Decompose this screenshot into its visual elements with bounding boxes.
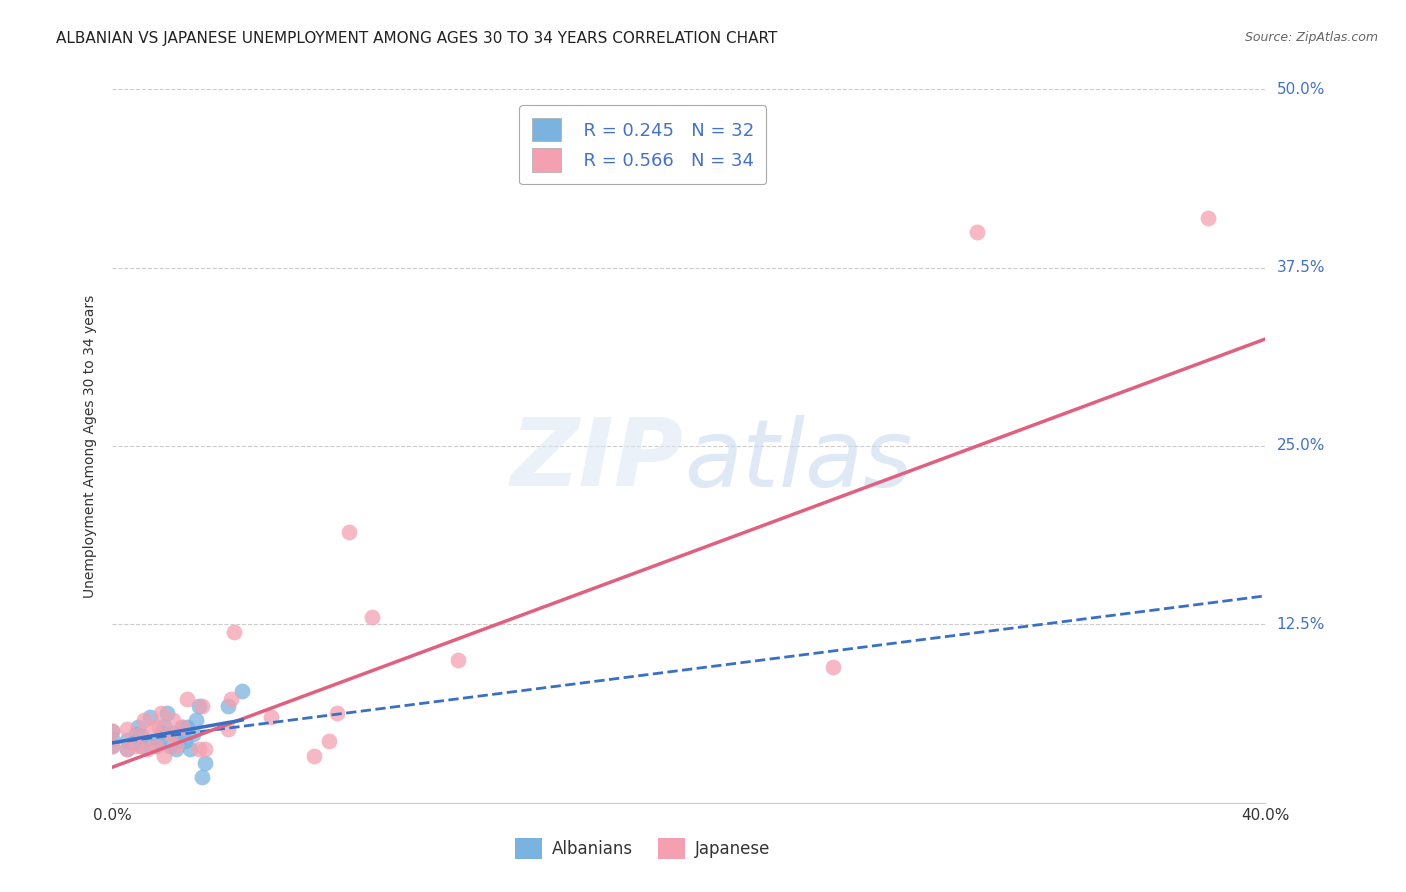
Point (821, 660, 844, 674)
Point (173, 734, 195, 748)
Point (194, 756, 217, 770)
Text: atlas: atlas (685, 415, 912, 506)
Legend: Albanians, Japanese: Albanians, Japanese (509, 831, 778, 866)
Point (304, 748, 326, 763)
Point (148, 734, 170, 748)
Point (165, 739, 187, 753)
Text: 25.0%: 25.0% (1277, 439, 1324, 453)
Point (162, 726, 184, 740)
Point (162, 713, 184, 727)
Point (129, 739, 153, 753)
Point (145, 739, 167, 753)
Point (115, 722, 138, 736)
Point (150, 706, 173, 720)
Point (153, 748, 176, 763)
Point (217, 698, 239, 713)
Point (184, 713, 207, 727)
Text: ZIP: ZIP (510, 414, 683, 507)
Point (260, 710, 283, 724)
Point (191, 770, 214, 784)
Point (121, 736, 143, 750)
Point (191, 698, 214, 713)
Point (145, 739, 167, 753)
Point (148, 720, 170, 734)
Text: 50.0%: 50.0% (1277, 82, 1324, 96)
Text: 12.5%: 12.5% (1277, 617, 1324, 632)
Point (101, 724, 124, 739)
Point (101, 731, 124, 746)
Point (222, 624, 245, 639)
Point (176, 691, 198, 706)
Point (337, 524, 360, 539)
Point (150, 726, 173, 740)
Point (136, 741, 159, 756)
Text: Source: ZipAtlas.com: Source: ZipAtlas.com (1244, 31, 1378, 45)
Point (101, 739, 124, 753)
Text: ALBANIAN VS JAPANESE UNEMPLOYMENT AMONG AGES 30 TO 34 YEARS CORRELATION CHART: ALBANIAN VS JAPANESE UNEMPLOYMENT AMONG … (56, 31, 778, 46)
Point (194, 741, 217, 756)
Point (159, 739, 181, 753)
Point (360, 610, 382, 624)
Point (318, 734, 340, 748)
Point (153, 719, 176, 733)
Point (129, 729, 153, 743)
Point (966, 225, 988, 239)
Point (165, 741, 187, 756)
Point (115, 741, 138, 756)
Point (124, 727, 146, 741)
Point (101, 739, 124, 753)
Point (115, 741, 138, 756)
Point (139, 710, 162, 724)
Point (181, 727, 204, 741)
Point (134, 713, 156, 727)
Point (167, 734, 190, 748)
Point (1197, 211, 1219, 225)
Point (170, 720, 193, 734)
Point (326, 706, 349, 720)
Point (188, 698, 211, 713)
Point (142, 720, 165, 734)
Point (129, 727, 153, 741)
Point (124, 739, 146, 753)
Point (115, 733, 138, 747)
Point (136, 736, 159, 750)
Point (447, 653, 470, 667)
Point (219, 691, 242, 706)
Y-axis label: Unemployment Among Ages 30 to 34 years: Unemployment Among Ages 30 to 34 years (83, 294, 97, 598)
Text: 37.5%: 37.5% (1277, 260, 1324, 275)
Point (231, 684, 253, 698)
Point (217, 722, 239, 736)
Point (176, 720, 198, 734)
Point (127, 720, 149, 734)
Point (156, 706, 179, 720)
Point (159, 727, 181, 741)
Point (170, 720, 193, 734)
Point (101, 724, 124, 739)
Point (188, 741, 211, 756)
Point (179, 741, 201, 756)
